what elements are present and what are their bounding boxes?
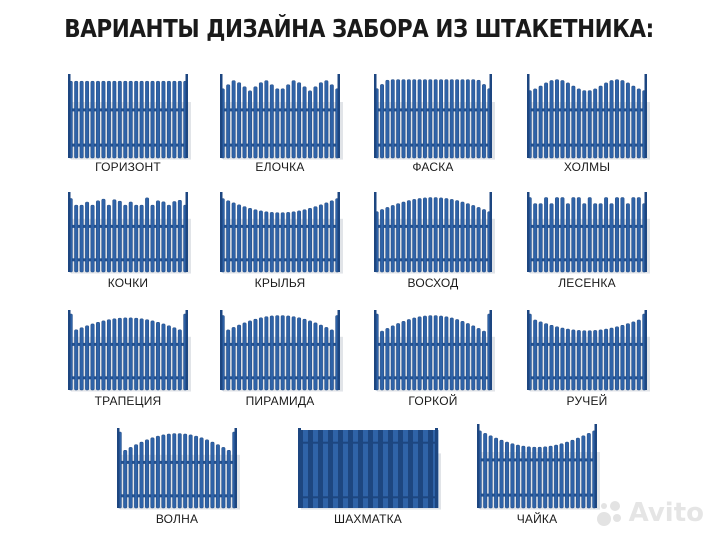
avito-watermark: Avito [595,498,704,528]
fence-chayka [477,424,600,510]
fence-label-volna: ВОЛНА [155,512,199,526]
fence-label-gorkoy: ГОРКОЙ [408,394,458,408]
fence-label-lesenka: ЛЕСЕНКА [558,276,616,290]
fence-shahmatka [298,428,441,510]
fence-trapeciya [68,310,191,392]
fence-label-ruchey: РУЧЕЙ [566,394,608,408]
fence-elochka [220,74,343,160]
fence-label-shahmatka: ШАХМАТКА [334,512,402,526]
fence-label-kochki: КОЧКИ [107,276,149,290]
fence-label-voshod: ВОСХОД [407,276,459,290]
avito-watermark-text: Avito [628,498,704,528]
page-title: ВАРИАНТЫ ДИЗАЙНА ЗАБОРА ИЗ ШТАКЕТНИКА: [64,14,654,43]
fence-lesenka [527,192,650,274]
fence-faska [374,74,495,160]
avito-logo-icon [595,498,625,528]
fence-label-gorizont: ГОРИЗОНТ [95,160,161,174]
fence-ruchey [527,310,650,392]
fence-label-chayka: ЧАЙКА [516,512,558,526]
fence-label-piramida: ПИРАМИДА [245,394,315,408]
fence-piramida [220,310,343,392]
fence-gorizont [68,74,191,160]
fence-label-faska: ФАСКА [412,160,454,174]
fence-volna [117,428,240,510]
fence-label-krylya: КРЫЛЬЯ [254,276,306,290]
fence-voshod [374,192,495,274]
fence-label-holmy: ХОЛМЫ [563,160,611,174]
fence-kochki [68,192,191,274]
fence-krylya [220,192,343,274]
fence-label-trapeciya: ТРАПЕЦИЯ [94,394,162,408]
fence-holmy [527,74,650,160]
fence-label-elochka: ЕЛОЧКА [255,160,305,174]
fence-gorkoy [374,310,495,392]
